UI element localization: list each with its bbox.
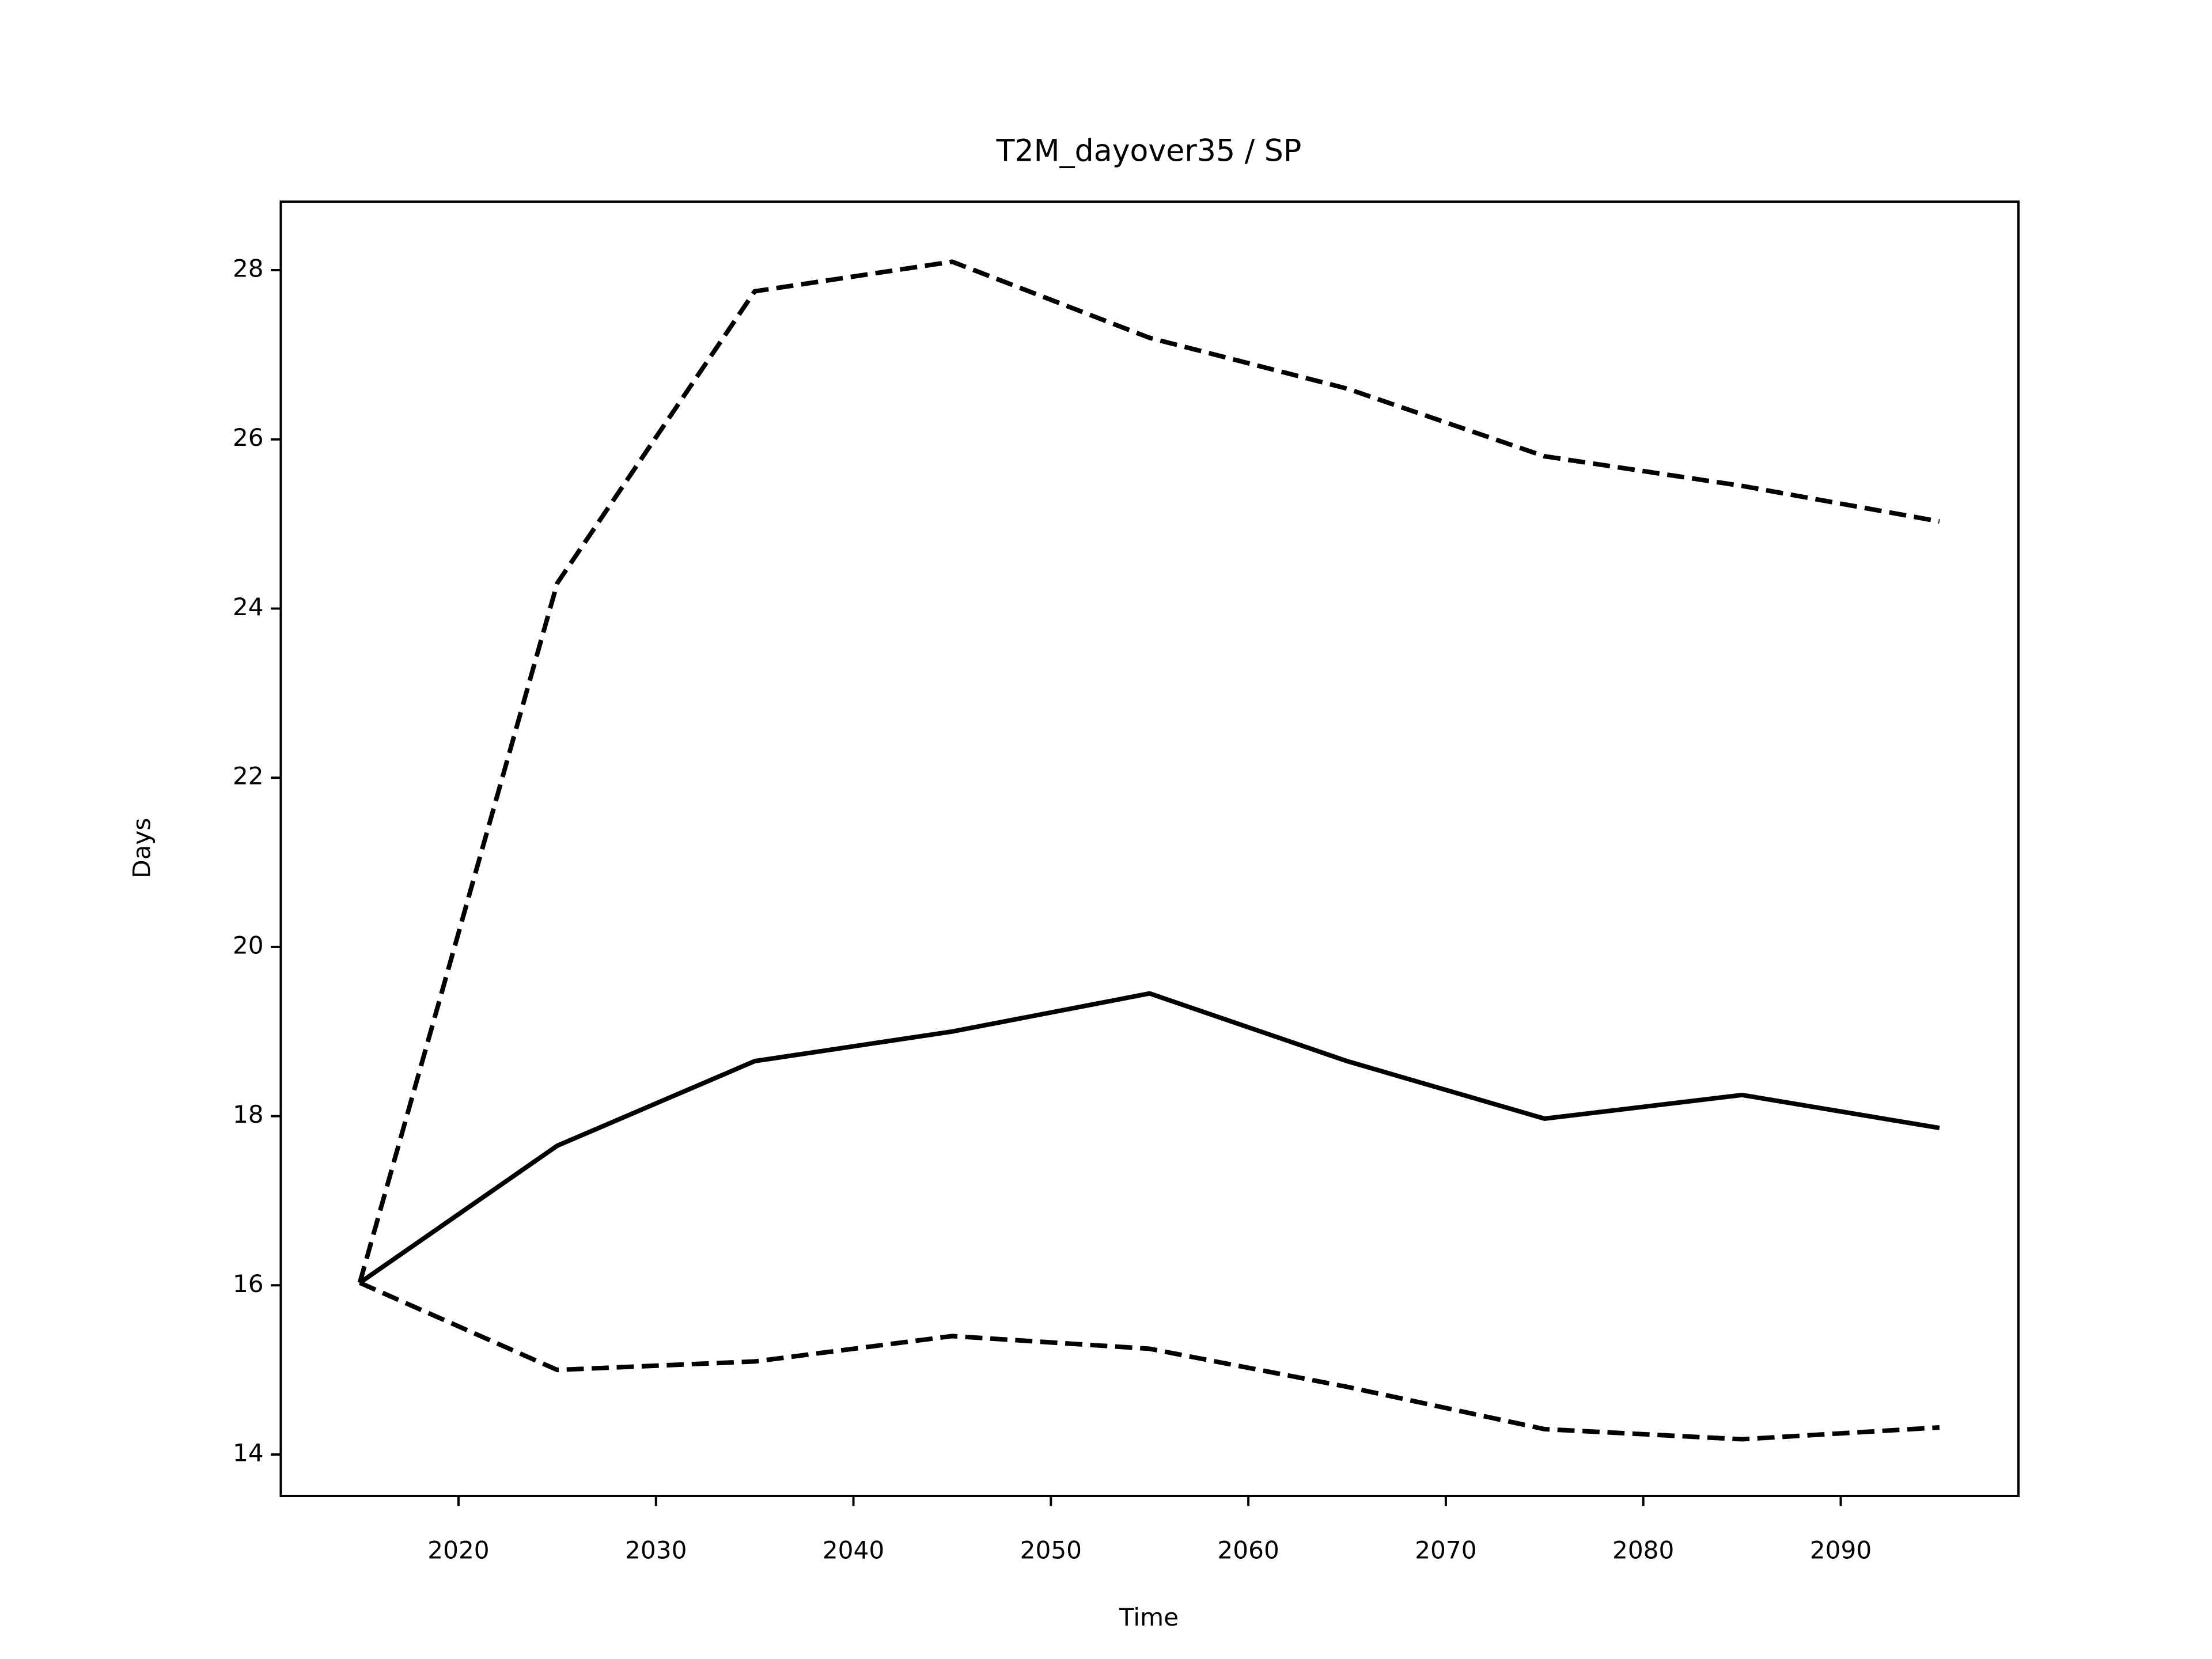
x-axis-label: Time xyxy=(1119,1603,1179,1631)
x-tick-label: 2030 xyxy=(625,1536,687,1564)
y-tick-label: 14 xyxy=(233,1439,264,1467)
y-tick-label: 22 xyxy=(233,762,264,790)
y-tick-label: 18 xyxy=(233,1100,264,1128)
x-tick-label: 2040 xyxy=(823,1536,884,1564)
x-tick-label: 2020 xyxy=(427,1536,489,1564)
x-tick-label: 2080 xyxy=(1612,1536,1674,1564)
line-series xyxy=(358,991,1940,1285)
y-tick-label: 16 xyxy=(233,1270,264,1298)
y-tick-label: 24 xyxy=(233,593,264,621)
plot-frame xyxy=(279,200,2020,1497)
line-series xyxy=(357,259,1940,1283)
y-tick-label: 28 xyxy=(233,255,264,283)
y-axis-label: Days xyxy=(128,818,156,878)
x-tick-label: 2050 xyxy=(1020,1536,1082,1564)
chart-title: T2M_dayover35 / SP xyxy=(996,134,1302,169)
line-series xyxy=(358,1281,1940,1442)
x-tick-label: 2090 xyxy=(1810,1536,1872,1564)
x-tick-label: 2070 xyxy=(1415,1536,1476,1564)
y-tick-label: 20 xyxy=(233,931,264,959)
y-tick-label: 26 xyxy=(233,423,264,452)
x-tick-label: 2060 xyxy=(1217,1536,1279,1564)
